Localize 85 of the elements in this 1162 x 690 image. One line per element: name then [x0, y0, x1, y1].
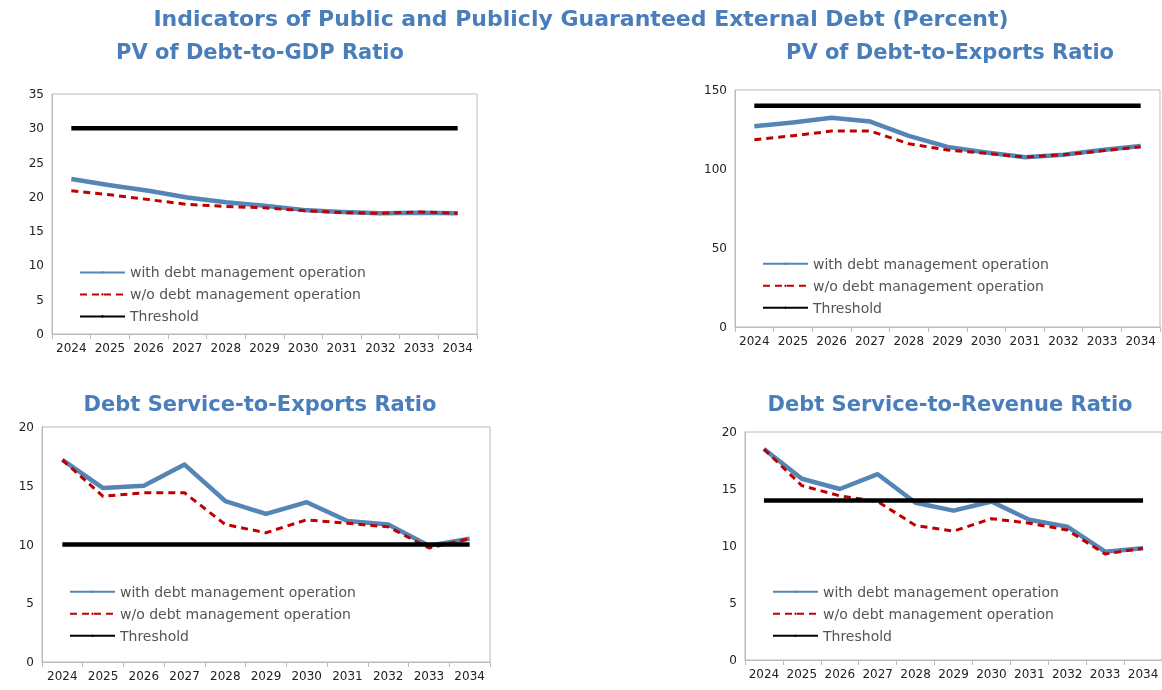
x-tick-label: 2031: [332, 669, 363, 683]
x-tick-label: 2033: [1089, 667, 1121, 681]
y-tick-label: 20: [18, 420, 34, 434]
legend-label: Threshold: [129, 308, 199, 325]
x-tick-label: 2025: [87, 669, 119, 683]
x-tick-label: 2027: [854, 334, 886, 348]
x-tick-label: 2031: [1014, 667, 1045, 681]
legend-label: with debt management operation: [813, 255, 1049, 272]
x-tick-label: 2027: [171, 341, 203, 355]
y-tick-label: 20: [721, 425, 737, 439]
y-tick-label: 0: [36, 327, 44, 341]
legend-label: Threshold: [119, 627, 189, 644]
y-tick-label: 5: [36, 292, 44, 307]
y-tick-label: 150: [704, 83, 727, 97]
y-tick-label: 0: [729, 653, 737, 667]
x-tick-label: 2028: [210, 669, 241, 683]
x-tick-label: 2032: [365, 341, 396, 355]
y-tick-label: 10: [28, 258, 44, 273]
x-tick-label: 2029: [249, 341, 280, 355]
x-tick-label: 2030: [287, 341, 319, 355]
y-tick-label: 100: [704, 162, 727, 176]
x-tick-label: 2029: [250, 669, 282, 683]
x-tick-label: 2026: [824, 667, 856, 681]
x-tick-label: 2025: [777, 334, 809, 348]
x-tick-label: 2032: [1051, 667, 1083, 681]
x-tick-label: 2027: [862, 667, 893, 681]
x-tick-label: 2034: [454, 669, 485, 683]
y-tick-label: 25: [28, 155, 44, 170]
x-tick-label: 2025: [94, 341, 126, 355]
chart-title: PV of Debt-to-Exports Ratio: [785, 39, 1115, 64]
text: Indicators of Public and Publicly Guaranteed External Debt (Percent): [152, 6, 1010, 31]
x-tick-label: 2026: [133, 341, 164, 355]
legend-label: w/o debt management operation: [120, 605, 351, 622]
legend-label: Threshold: [812, 299, 882, 316]
x-tick-label: 2031: [1009, 334, 1041, 348]
x-tick-label: 2031: [326, 341, 358, 355]
legend-label: w/o debt management operation: [130, 286, 361, 303]
x-tick-label: 2024: [739, 334, 770, 348]
y-tick-label: 10: [18, 537, 34, 552]
x-tick-label: 2029: [938, 667, 969, 681]
y-tick-label: 10: [721, 539, 737, 553]
chart-title: Debt Service-to-Revenue Ratio: [767, 391, 1133, 416]
x-tick-label: 2026: [816, 334, 847, 348]
y-tick-label: 15: [28, 224, 44, 239]
x-tick-label: 2033: [413, 669, 445, 683]
legend-label: with debt management operation: [823, 583, 1059, 600]
x-tick-label: 2034: [442, 341, 473, 355]
chart-title: Debt Service-to-Exports Ratio: [83, 391, 437, 416]
y-tick-label: 15: [18, 478, 34, 493]
y-tick-label: 5: [26, 596, 34, 611]
y-tick-label: 30: [28, 121, 44, 136]
x-tick-label: 2024: [47, 669, 78, 683]
x-tick-label: 2026: [128, 669, 160, 683]
x-tick-label: 2028: [893, 334, 925, 348]
y-tick-label: 15: [721, 482, 737, 496]
x-tick-label: 2030: [291, 669, 322, 683]
x-tick-label: 2034: [1127, 667, 1159, 681]
legend-label: Threshold: [822, 627, 892, 644]
x-tick-label: 2030: [970, 334, 1002, 348]
y-tick-label: 0: [719, 320, 727, 334]
x-tick-label: 2034: [1125, 334, 1156, 348]
x-tick-label: 2029: [932, 334, 963, 348]
line-series: [752, 129, 1143, 159]
x-tick-label: 2024: [748, 667, 780, 681]
chart-title: PV of Debt-to-GDP Ratio: [116, 39, 404, 64]
legend-label: w/o debt management operation: [813, 277, 1044, 294]
x-tick-label: 2032: [372, 669, 404, 683]
x-tick-label: 2028: [900, 667, 931, 681]
legend-label: with debt management operation: [130, 264, 366, 281]
x-tick-label: 2030: [976, 667, 1007, 681]
legend-label: w/o debt management operation: [823, 605, 1054, 622]
x-tick-label: 2033: [403, 341, 435, 355]
y-tick-label: 0: [26, 655, 34, 669]
x-tick-label: 2032: [1048, 334, 1079, 348]
y-tick-label: 5: [729, 596, 737, 610]
x-tick-label: 2027: [169, 669, 200, 683]
x-tick-label: 2025: [786, 667, 818, 681]
x-tick-label: 2033: [1086, 334, 1118, 348]
y-tick-label: 50: [711, 241, 727, 255]
x-tick-label: 2024: [56, 341, 87, 355]
x-tick-label: 2028: [210, 341, 242, 355]
y-tick-label: 35: [28, 87, 44, 101]
legend-label: with debt management operation: [120, 583, 356, 600]
line-series: [69, 189, 460, 215]
y-tick-label: 20: [28, 189, 44, 204]
